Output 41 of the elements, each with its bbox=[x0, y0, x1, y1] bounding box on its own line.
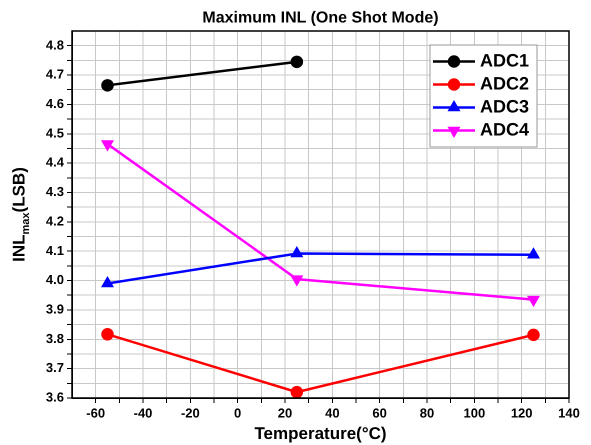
y-tick-label: 4.0 bbox=[46, 272, 64, 288]
y-tick-label: 4.7 bbox=[46, 66, 64, 82]
point bbox=[528, 296, 540, 306]
x-tick-label: 40 bbox=[325, 405, 340, 420]
y-tick-label: 3.6 bbox=[46, 390, 64, 405]
point bbox=[102, 140, 114, 150]
x-tick-label: 100 bbox=[463, 405, 486, 420]
y-tick-label: 4.1 bbox=[46, 242, 64, 258]
x-tick-label: 60 bbox=[372, 405, 387, 420]
y-axis-title: INLmax(LSB) bbox=[10, 167, 32, 262]
chart-title: Maximum INL (One Shot Mode) bbox=[202, 9, 439, 26]
y-tick-label: 3.7 bbox=[46, 360, 64, 376]
y-tick-label: 3.8 bbox=[46, 330, 64, 346]
legend-label: ADC3 bbox=[480, 96, 530, 116]
x-tick-label: -40 bbox=[134, 405, 152, 420]
y-tick-label: 4.4 bbox=[46, 154, 65, 170]
x-axis-title: Temperature(°C) bbox=[254, 424, 387, 444]
x-tick-label: 80 bbox=[420, 405, 434, 420]
y-tick-label: 4.5 bbox=[46, 125, 64, 140]
legend-label: ADC4 bbox=[480, 119, 530, 140]
legend-label: ADC2 bbox=[480, 73, 530, 94]
y-tick-label: 4.3 bbox=[46, 184, 64, 200]
y-tick-label: 4.6 bbox=[46, 96, 64, 111]
x-tick-label: -20 bbox=[180, 405, 200, 420]
x-tick-label: 0 bbox=[234, 405, 242, 420]
point bbox=[291, 275, 302, 286]
point bbox=[101, 79, 114, 92]
point bbox=[527, 328, 540, 342]
x-tick-label: -60 bbox=[86, 405, 106, 420]
y-tick-label: 3.9 bbox=[46, 302, 64, 316]
point bbox=[291, 247, 302, 258]
point bbox=[290, 56, 304, 68]
x-tick-label: 140 bbox=[558, 405, 580, 420]
point bbox=[101, 328, 114, 341]
y-tick-label: 4.8 bbox=[46, 37, 64, 52]
x-tick-label: 20 bbox=[278, 405, 292, 420]
point bbox=[102, 277, 114, 288]
y-tick-label: 4.2 bbox=[46, 213, 64, 228]
point bbox=[290, 386, 304, 398]
x-tick-label: 120 bbox=[510, 405, 533, 420]
legend-label: ADC1 bbox=[480, 50, 530, 70]
